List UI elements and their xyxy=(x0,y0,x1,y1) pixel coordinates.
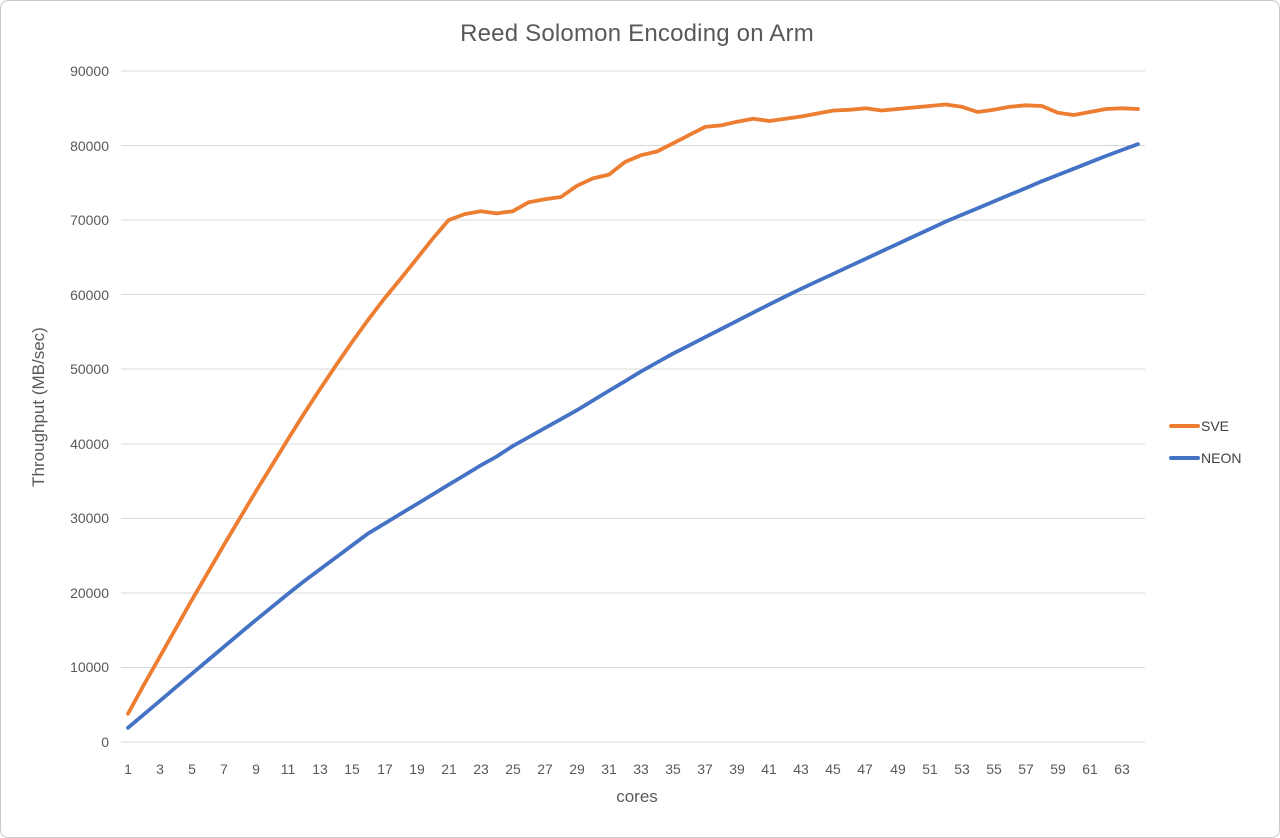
x-tick-label: 31 xyxy=(601,761,617,777)
y-tick-label: 90000 xyxy=(70,63,109,79)
legend-label-sve: SVE xyxy=(1201,418,1230,434)
neon-line xyxy=(126,142,1140,730)
x-tick-label: 49 xyxy=(890,761,906,777)
x-tick-label: 47 xyxy=(857,761,873,777)
neon-line-swatch xyxy=(1169,456,1200,460)
x-tick-label: 41 xyxy=(761,761,777,777)
x-tick-label: 61 xyxy=(1082,761,1098,777)
legend-item-neon: NEON xyxy=(1169,450,1241,466)
x-tick-label: 27 xyxy=(537,761,553,777)
y-tick-label: 0 xyxy=(101,734,109,750)
sve-line xyxy=(126,102,1140,716)
x-tick-label: 43 xyxy=(793,761,809,777)
x-tick-label: 53 xyxy=(954,761,970,777)
x-tick-label: 51 xyxy=(922,761,938,777)
y-tick-label: 50000 xyxy=(70,361,109,377)
chart-title: Reed Solomon Encoding on Arm xyxy=(460,20,814,47)
x-tick-label: 29 xyxy=(569,761,585,777)
x-tick-label: 21 xyxy=(441,761,457,777)
x-tick-label: 39 xyxy=(729,761,745,777)
x-tick-label: 37 xyxy=(697,761,713,777)
sve-line-swatch xyxy=(1169,424,1200,428)
x-tick-label: 19 xyxy=(409,761,425,777)
x-tick-label: 9 xyxy=(252,761,260,777)
x-tick-label: 33 xyxy=(633,761,649,777)
x-tick-label: 45 xyxy=(825,761,841,777)
x-tick-label: 17 xyxy=(377,761,393,777)
y-tick-label: 30000 xyxy=(70,510,109,526)
x-tick-label: 63 xyxy=(1114,761,1130,777)
y-tick-label: 10000 xyxy=(70,659,109,675)
x-tick-label: 35 xyxy=(665,761,681,777)
x-tick-label: 13 xyxy=(312,761,328,777)
x-tick-label: 11 xyxy=(280,761,296,777)
x-tick-label: 5 xyxy=(188,761,196,777)
x-tick-label: 1 xyxy=(124,761,132,777)
x-tick-label: 7 xyxy=(220,761,228,777)
x-tick-label: 23 xyxy=(473,761,489,777)
x-tick-label: 25 xyxy=(505,761,521,777)
x-axis-title: cores xyxy=(616,787,658,806)
y-tick-label: 80000 xyxy=(70,138,109,154)
y-tick-label: 70000 xyxy=(70,212,109,228)
x-tick-label: 15 xyxy=(344,761,360,777)
y-tick-label: 40000 xyxy=(70,436,109,452)
y-tick-label: 20000 xyxy=(70,585,109,601)
x-tick-label: 59 xyxy=(1050,761,1066,777)
legend-label-neon: NEON xyxy=(1201,450,1242,466)
x-tick-label: 3 xyxy=(156,761,164,777)
y-tick-label: 60000 xyxy=(70,287,109,303)
x-tick-label: 57 xyxy=(1018,761,1034,777)
legend: SVE NEON xyxy=(1169,418,1241,482)
legend-item-sve: SVE xyxy=(1169,418,1241,434)
x-tick-label: 55 xyxy=(986,761,1002,777)
